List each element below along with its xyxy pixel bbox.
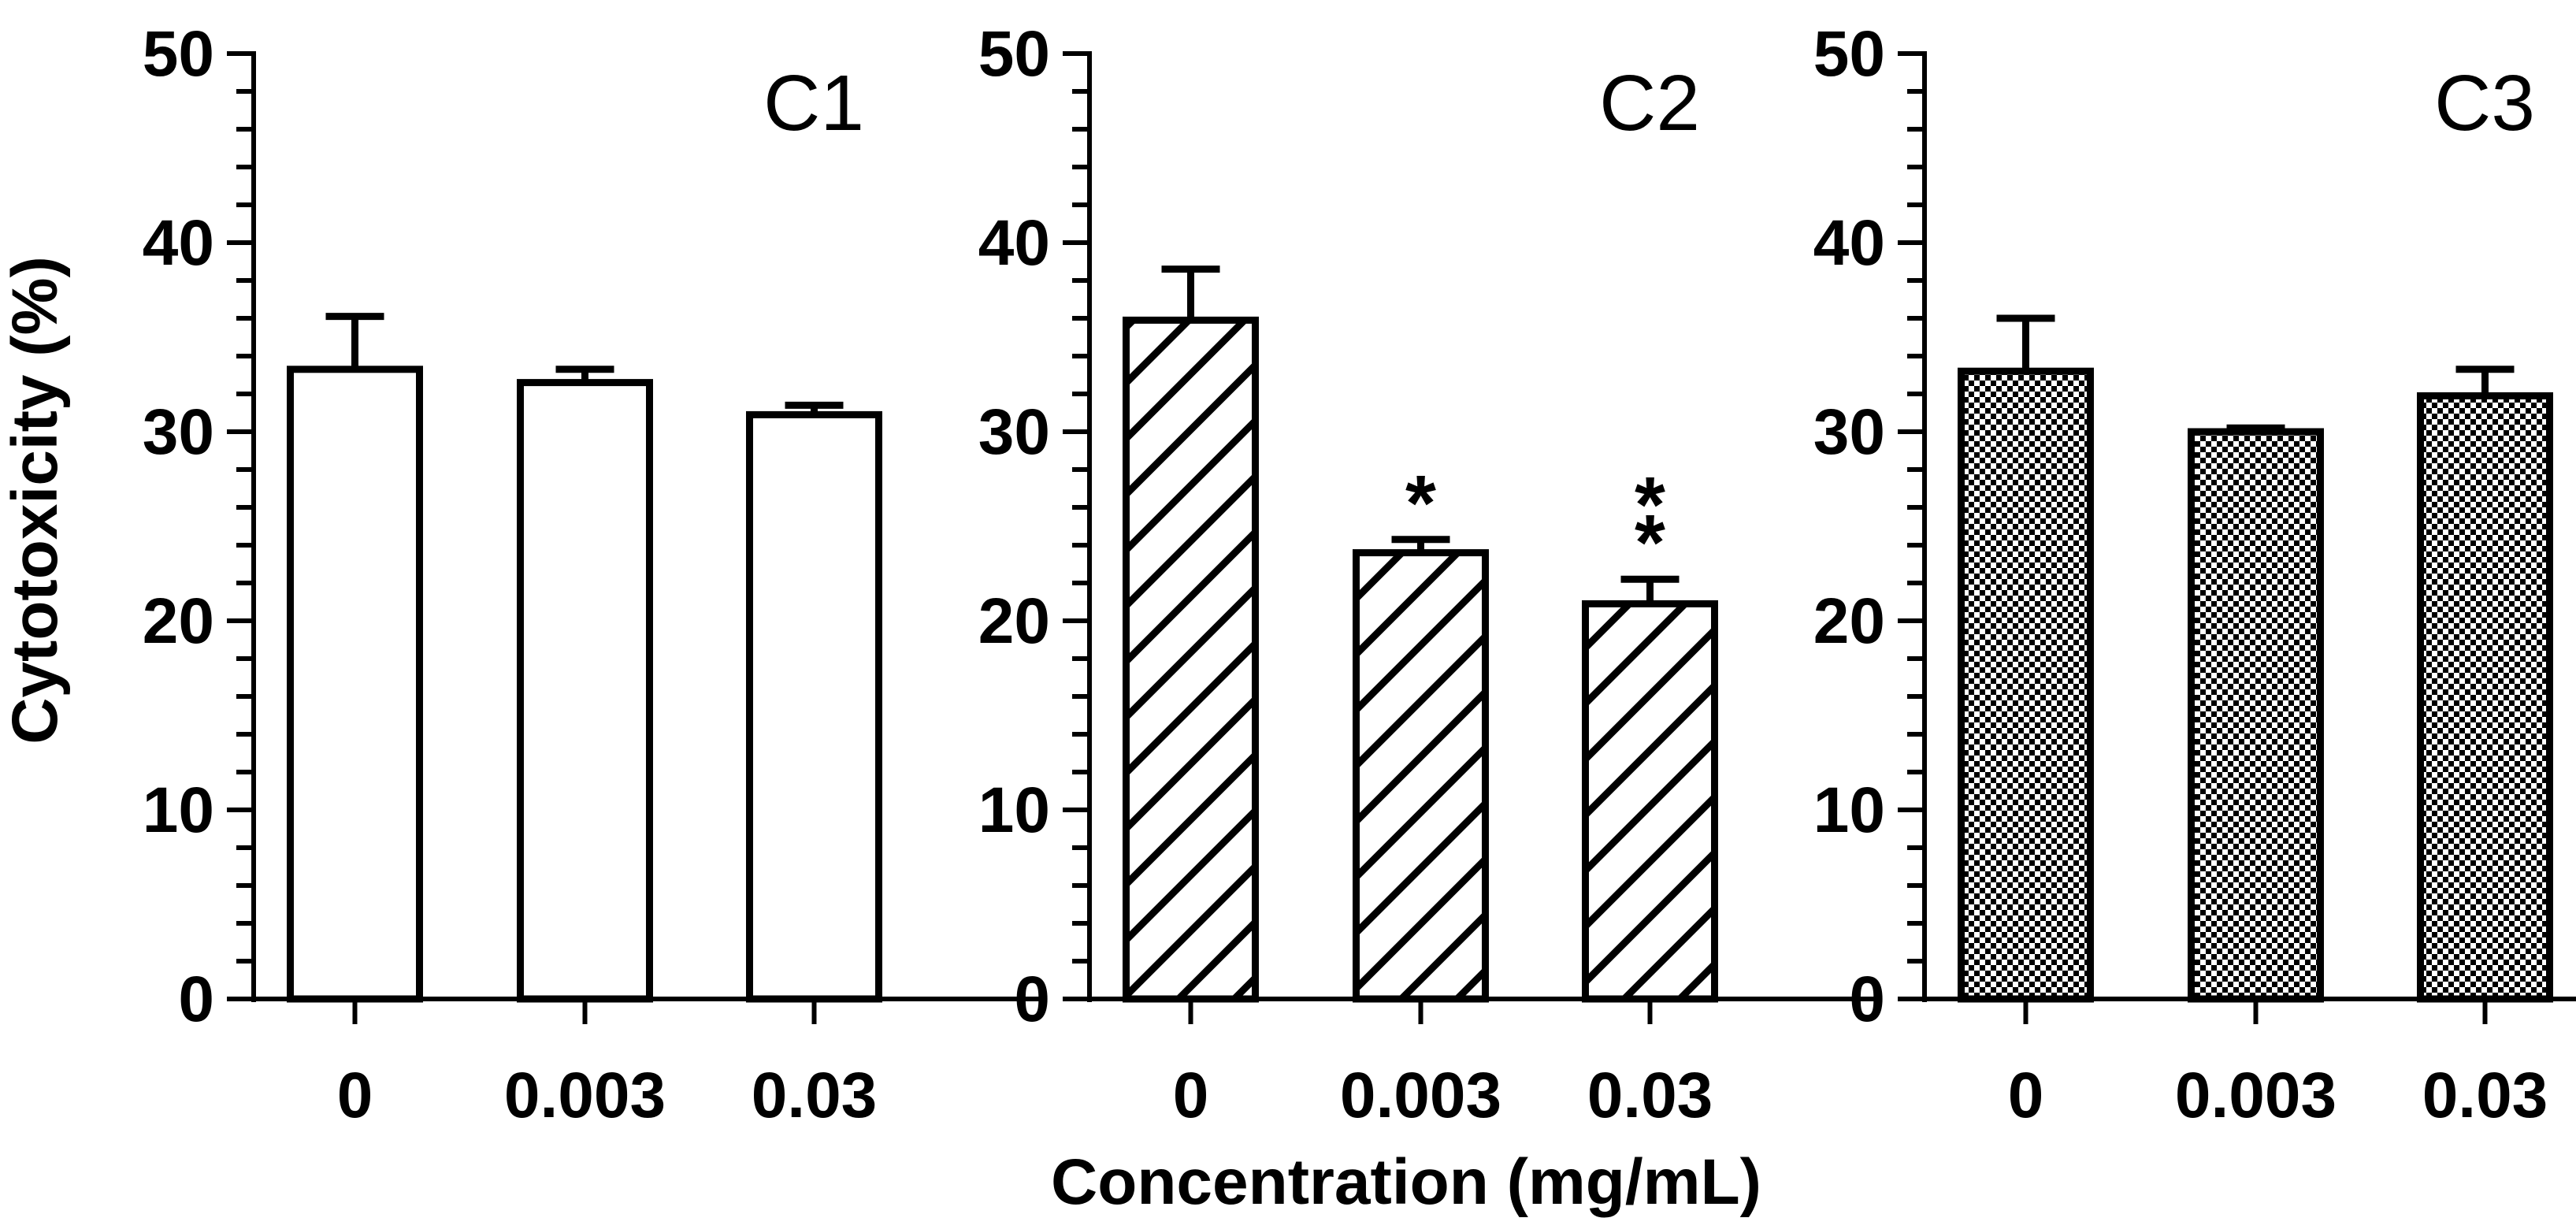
bar (2188, 428, 2324, 1003)
y-tick-label: 30 (1813, 396, 1885, 468)
y-tick-label: 10 (143, 774, 214, 846)
x-tick-label: 0.03 (2422, 1060, 2548, 1131)
panel-title: C2 (1599, 59, 1700, 147)
y-tick-label: 50 (1813, 18, 1885, 90)
y-tick-label: 0 (178, 964, 214, 1035)
significance-marker: * (1405, 459, 1436, 548)
panel-title: C3 (2434, 59, 2535, 147)
y-tick-label: 40 (1813, 207, 1885, 279)
y-tick-label: 50 (143, 18, 214, 90)
significance-marker: * (1635, 461, 1665, 549)
x-tick-label: 0 (2008, 1060, 2044, 1131)
chart-panel-1: 0 0.003 0.03 0 10 20 30 40 50 C1 (143, 18, 1041, 1131)
bar (287, 366, 423, 1003)
y-tick-label: 40 (978, 207, 1050, 279)
bar (1582, 600, 1718, 1003)
y-tick-label: 10 (978, 774, 1050, 846)
y-tick-label: 20 (1813, 585, 1885, 657)
y-tick-label: 30 (143, 396, 214, 468)
bar (746, 410, 882, 1003)
panel-title: C1 (763, 59, 864, 147)
x-tick-label: 0.003 (504, 1060, 666, 1131)
x-axis-title: Concentration (mg/mL) (1051, 1146, 1761, 1218)
x-tick-label: 0 (1173, 1060, 1209, 1131)
x-tick-label: 0 (337, 1060, 373, 1131)
x-tick-label: 0.003 (2175, 1060, 2337, 1131)
y-tick-label: 0 (1014, 964, 1050, 1035)
bar (1123, 316, 1259, 1003)
y-tick-label: 0 (1849, 964, 1885, 1035)
y-tick-label: 20 (143, 585, 214, 657)
x-tick-label: 0.03 (752, 1060, 878, 1131)
y-tick-label: 30 (978, 396, 1050, 468)
y-tick-label: 20 (978, 585, 1050, 657)
y-tick-label: 40 (143, 207, 214, 279)
significance-marker: * (1635, 499, 1665, 587)
bar (517, 379, 653, 1003)
y-axis-title: Cytotoxicity (%) (0, 256, 71, 744)
x-tick-label: 0.003 (1340, 1060, 1501, 1131)
bar (1353, 549, 1489, 1003)
x-tick-label: 0.03 (1587, 1060, 1713, 1131)
chart-panel-3: 0 0.003 0.03 0 10 20 30 40 50 C3 (1813, 18, 2576, 1131)
y-tick-label: 10 (1813, 774, 1885, 846)
bar (1958, 367, 2094, 1003)
y-tick-label: 50 (978, 18, 1050, 90)
bar (2417, 392, 2553, 1003)
